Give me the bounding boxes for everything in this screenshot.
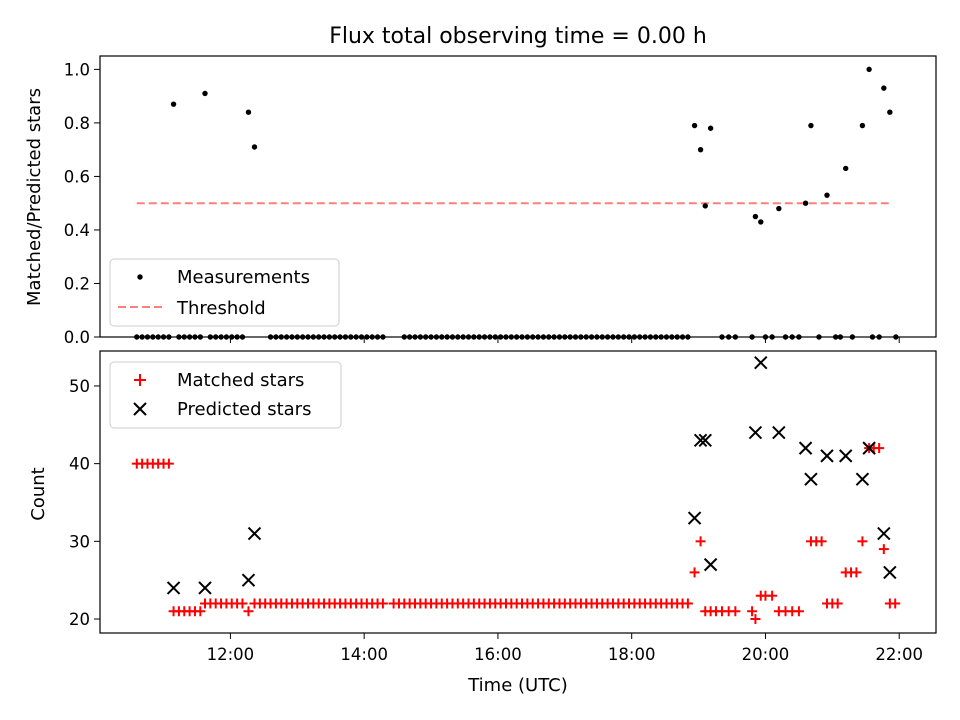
predicted-point xyxy=(798,441,813,455)
x-tick-label: 22:00 xyxy=(875,645,923,664)
y-tick-label: 40 xyxy=(69,455,90,474)
legend-measurements-label: Measurements xyxy=(177,267,310,288)
predicted-point xyxy=(247,526,262,541)
legend-measurements-marker xyxy=(137,274,143,280)
measurement-point xyxy=(859,122,866,129)
y-tick-label: 0.6 xyxy=(64,167,90,186)
matched-point xyxy=(730,606,741,617)
matched-point xyxy=(195,606,206,617)
matched-point xyxy=(689,567,700,578)
legend-predicted-label: Predicted stars xyxy=(177,399,311,420)
predicted-point xyxy=(693,433,708,448)
measurement-point xyxy=(697,146,704,153)
top-legend-box xyxy=(109,258,340,327)
y-tick-label: 20 xyxy=(69,610,90,629)
measurement-point xyxy=(202,90,208,97)
matched-point xyxy=(163,458,174,469)
matched-point xyxy=(890,598,901,609)
matched-point xyxy=(243,606,254,617)
x-axis-label: Time (UTC) xyxy=(467,675,568,696)
matched-point xyxy=(682,598,693,609)
predicted-point xyxy=(862,441,876,455)
predicted-point xyxy=(820,449,834,463)
measurement-point xyxy=(824,192,830,198)
top-panel: Matched/Predicted stars 0.0 0.2 0.4 0.6 0.8 1… xyxy=(24,55,937,347)
legend-matched-label: Matched stars xyxy=(177,370,304,391)
predicted-point xyxy=(855,472,870,486)
y-tick-label: 50 xyxy=(69,377,90,396)
x-tick-label: 16:00 xyxy=(474,645,522,664)
x-tick-label: 12:00 xyxy=(207,645,255,664)
top-ylabel: Matched/Predicted stars xyxy=(24,88,45,306)
predicted-point xyxy=(241,573,256,587)
bottom-axes-frame xyxy=(99,350,937,634)
measurement-point xyxy=(881,85,887,91)
measurement-point xyxy=(843,165,849,172)
y-tick-label: 30 xyxy=(69,532,90,551)
matched-point xyxy=(747,606,758,617)
bottom-plot-area: 20 30 40 50 12:00 14:00 16:00 18:00 20:00 22:00 xyxy=(69,355,923,664)
y-tick-label: 1.0 xyxy=(64,60,90,79)
predicted-point xyxy=(772,425,786,440)
measurement-point xyxy=(808,122,814,129)
matched-point xyxy=(878,544,889,555)
legend-predicted-marker xyxy=(133,402,147,416)
predicted-point xyxy=(883,565,897,580)
measurement-point xyxy=(866,66,872,73)
chart-title: Flux total observing time = 0.00 h xyxy=(329,24,707,49)
matched-point xyxy=(793,606,804,617)
predicted-point xyxy=(839,449,853,463)
predicted-point xyxy=(703,557,718,572)
y-tick-label: 0.8 xyxy=(64,114,90,133)
measurement-point xyxy=(758,219,764,225)
matched-point xyxy=(874,443,885,454)
measurement-point xyxy=(752,213,759,220)
predicted-point xyxy=(804,472,818,486)
matched-point xyxy=(851,567,862,578)
measurement-point xyxy=(170,101,177,107)
x-tick-label: 14:00 xyxy=(340,645,388,664)
matched-point xyxy=(750,614,761,625)
predicted-point xyxy=(166,581,181,595)
x-tick-label: 18:00 xyxy=(608,645,656,664)
legend-threshold-label: Threshold xyxy=(176,298,266,319)
matched-point xyxy=(377,598,388,609)
predicted-point xyxy=(698,433,712,448)
measurement-point xyxy=(702,203,708,209)
predicted-point xyxy=(754,355,768,370)
measurement-point xyxy=(802,200,809,206)
bottom-legend-box xyxy=(109,361,342,429)
measurement-point xyxy=(245,109,252,115)
measurement-point xyxy=(691,122,698,129)
measurement-point xyxy=(707,125,714,131)
bottom-ylabel: Count xyxy=(28,467,49,520)
predicted-point xyxy=(198,581,212,595)
predicted-point xyxy=(877,526,891,541)
measurement-point xyxy=(251,144,258,150)
matched-point xyxy=(816,536,827,547)
matched-point xyxy=(237,598,248,609)
bottom-legend: Matched stars Predicted stars xyxy=(109,361,342,429)
y-tick-label: 0.2 xyxy=(64,274,90,293)
y-tick-label: 0.0 xyxy=(64,328,90,347)
predicted-point xyxy=(687,511,702,525)
measurement-point xyxy=(887,109,893,115)
top-axes-frame xyxy=(99,55,937,338)
y-tick-label: 0.4 xyxy=(64,221,90,240)
legend-matched-marker xyxy=(134,374,146,386)
matched-point xyxy=(857,536,868,547)
matched-point xyxy=(695,536,706,547)
top-legend: Measurements Threshold xyxy=(109,258,340,327)
predicted-point xyxy=(748,425,763,440)
x-tick-label: 20:00 xyxy=(742,645,790,664)
matched-point xyxy=(767,590,778,601)
matched-point xyxy=(832,598,843,609)
measurement-point xyxy=(776,205,782,212)
